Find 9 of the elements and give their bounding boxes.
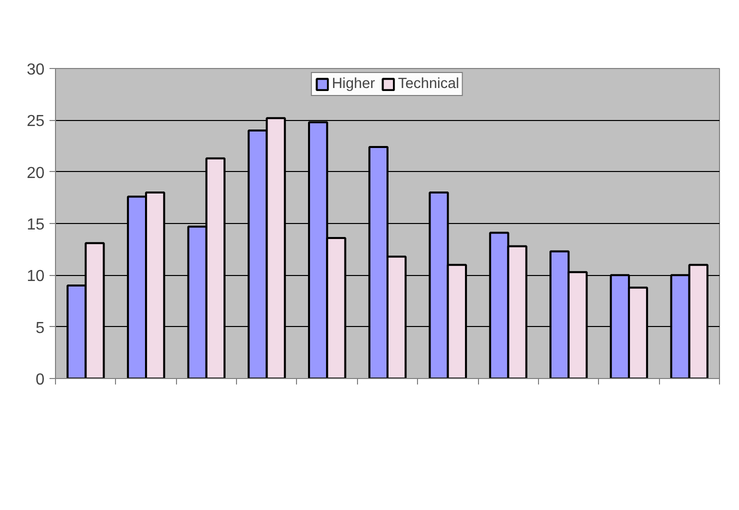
y-tick-label: 15	[26, 216, 45, 234]
y-tick-label: 0	[36, 372, 45, 388]
legend-label: Technical	[398, 76, 460, 92]
y-tick-label: 10	[26, 268, 45, 286]
y-tick-label: 30	[26, 62, 45, 78]
y-tick-label: 5	[36, 320, 45, 337]
y-tick-label: 25	[26, 113, 45, 130]
legend-label: Higher	[332, 76, 376, 92]
y-tick-label: 20	[26, 164, 45, 182]
